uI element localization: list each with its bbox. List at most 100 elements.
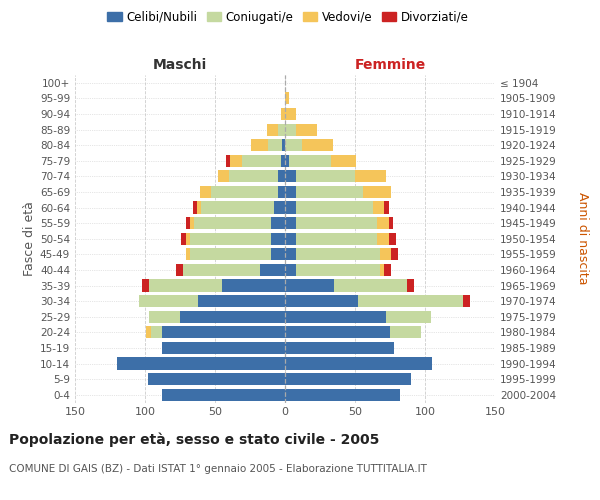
Bar [146, 326, 151, 338]
Bar [180, 310, 285, 323]
Bar [296, 202, 373, 213]
Bar [149, 280, 222, 291]
Bar [162, 388, 285, 401]
Bar [285, 280, 334, 291]
Bar [289, 154, 331, 167]
Bar [181, 232, 185, 245]
Bar [296, 124, 317, 136]
Bar [229, 170, 278, 182]
Bar [278, 124, 285, 136]
Bar [389, 217, 393, 229]
Bar [281, 108, 285, 120]
Bar [285, 108, 296, 120]
Bar [296, 170, 355, 182]
Bar [193, 202, 197, 213]
Bar [285, 310, 386, 323]
Bar [185, 232, 190, 245]
Bar [296, 217, 377, 229]
Bar [334, 280, 407, 291]
Bar [285, 170, 296, 182]
Text: Maschi: Maschi [153, 58, 207, 72]
Bar [285, 342, 394, 354]
Bar [385, 202, 389, 213]
Bar [281, 154, 285, 167]
Bar [260, 264, 285, 276]
Bar [278, 186, 285, 198]
Bar [296, 186, 364, 198]
Bar [268, 139, 282, 151]
Text: Femmine: Femmine [355, 58, 425, 72]
Bar [242, 154, 281, 167]
Bar [151, 326, 162, 338]
Bar [285, 202, 296, 213]
Bar [390, 326, 421, 338]
Legend: Celibi/Nubili, Coniugati/e, Vedovi/e, Divorziati/e: Celibi/Nubili, Coniugati/e, Vedovi/e, Di… [103, 6, 473, 28]
Bar [190, 217, 194, 229]
Bar [274, 202, 285, 213]
Bar [285, 92, 289, 104]
Bar [285, 232, 296, 245]
Bar [282, 139, 285, 151]
Bar [296, 264, 380, 276]
Bar [201, 202, 274, 213]
Bar [190, 232, 271, 245]
Bar [278, 170, 285, 182]
Bar [176, 264, 183, 276]
Bar [190, 248, 271, 260]
Bar [296, 248, 380, 260]
Bar [355, 170, 386, 182]
Bar [285, 124, 296, 136]
Bar [185, 248, 190, 260]
Bar [385, 264, 391, 276]
Bar [364, 186, 391, 198]
Bar [162, 326, 285, 338]
Bar [389, 232, 395, 245]
Bar [285, 326, 390, 338]
Bar [117, 358, 285, 370]
Bar [267, 124, 278, 136]
Bar [251, 139, 268, 151]
Bar [380, 248, 391, 260]
Bar [230, 154, 242, 167]
Bar [211, 186, 278, 198]
Bar [391, 248, 398, 260]
Bar [285, 295, 358, 307]
Bar [377, 217, 389, 229]
Bar [218, 170, 229, 182]
Bar [139, 295, 198, 307]
Bar [285, 154, 289, 167]
Bar [407, 280, 414, 291]
Bar [285, 264, 296, 276]
Bar [148, 373, 285, 385]
Bar [463, 295, 470, 307]
Bar [285, 217, 296, 229]
Text: COMUNE DI GAIS (BZ) - Dati ISTAT 1° gennaio 2005 - Elaborazione TUTTITALIA.IT: COMUNE DI GAIS (BZ) - Dati ISTAT 1° genn… [9, 464, 427, 474]
Bar [226, 154, 230, 167]
Bar [183, 264, 260, 276]
Bar [162, 342, 285, 354]
Bar [185, 217, 190, 229]
Bar [222, 280, 285, 291]
Bar [285, 186, 296, 198]
Bar [197, 202, 201, 213]
Bar [271, 217, 285, 229]
Bar [142, 280, 149, 291]
Bar [358, 295, 463, 307]
Bar [285, 358, 432, 370]
Bar [386, 310, 431, 323]
Bar [285, 139, 302, 151]
Bar [194, 217, 271, 229]
Bar [377, 232, 389, 245]
Bar [149, 310, 180, 323]
Y-axis label: Fasce di età: Fasce di età [23, 202, 36, 276]
Bar [285, 248, 296, 260]
Bar [296, 232, 377, 245]
Bar [271, 248, 285, 260]
Bar [285, 373, 411, 385]
Bar [271, 232, 285, 245]
Bar [285, 388, 400, 401]
Bar [380, 264, 385, 276]
Text: Popolazione per età, sesso e stato civile - 2005: Popolazione per età, sesso e stato civil… [9, 432, 379, 447]
Bar [302, 139, 332, 151]
Bar [373, 202, 385, 213]
